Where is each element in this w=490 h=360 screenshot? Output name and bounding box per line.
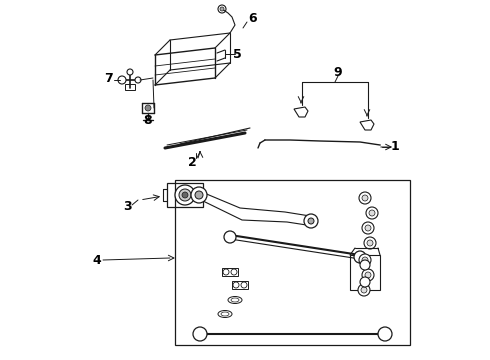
Circle shape bbox=[179, 189, 191, 201]
Circle shape bbox=[224, 231, 236, 243]
Circle shape bbox=[378, 327, 392, 341]
Bar bbox=[232, 281, 248, 289]
Circle shape bbox=[127, 69, 133, 75]
Circle shape bbox=[364, 237, 376, 249]
Circle shape bbox=[233, 282, 239, 288]
Circle shape bbox=[359, 254, 371, 266]
Text: 5: 5 bbox=[233, 48, 242, 60]
Circle shape bbox=[362, 269, 374, 281]
Circle shape bbox=[367, 240, 373, 246]
Text: 1: 1 bbox=[391, 140, 399, 153]
Text: 3: 3 bbox=[122, 201, 131, 213]
Text: 2: 2 bbox=[188, 156, 196, 168]
Circle shape bbox=[223, 269, 229, 275]
Circle shape bbox=[241, 282, 247, 288]
Text: 8: 8 bbox=[144, 113, 152, 126]
Circle shape bbox=[358, 284, 370, 296]
Circle shape bbox=[231, 269, 237, 275]
Circle shape bbox=[360, 260, 370, 270]
Circle shape bbox=[145, 105, 151, 111]
Circle shape bbox=[308, 218, 314, 224]
Circle shape bbox=[360, 277, 370, 287]
Text: 9: 9 bbox=[334, 66, 343, 78]
Circle shape bbox=[369, 210, 375, 216]
Circle shape bbox=[362, 257, 368, 263]
Bar bbox=[175, 180, 410, 345]
Circle shape bbox=[304, 214, 318, 228]
Bar bbox=[222, 268, 238, 276]
Bar bbox=[350, 255, 380, 290]
Circle shape bbox=[365, 272, 371, 278]
Circle shape bbox=[362, 195, 368, 201]
Circle shape bbox=[118, 76, 126, 84]
Text: 7: 7 bbox=[103, 72, 112, 85]
Circle shape bbox=[135, 77, 141, 83]
Circle shape bbox=[359, 192, 371, 204]
Circle shape bbox=[182, 192, 188, 198]
Text: 4: 4 bbox=[93, 253, 101, 266]
Circle shape bbox=[191, 187, 207, 203]
Bar bbox=[167, 183, 203, 207]
Polygon shape bbox=[197, 190, 313, 226]
Bar bbox=[125, 84, 135, 90]
Circle shape bbox=[175, 185, 195, 205]
Circle shape bbox=[361, 287, 367, 293]
Circle shape bbox=[193, 327, 207, 341]
Circle shape bbox=[354, 251, 366, 263]
Circle shape bbox=[365, 225, 371, 231]
Circle shape bbox=[366, 207, 378, 219]
Text: 6: 6 bbox=[249, 12, 257, 24]
Circle shape bbox=[220, 7, 224, 11]
Circle shape bbox=[362, 222, 374, 234]
Circle shape bbox=[195, 191, 203, 199]
